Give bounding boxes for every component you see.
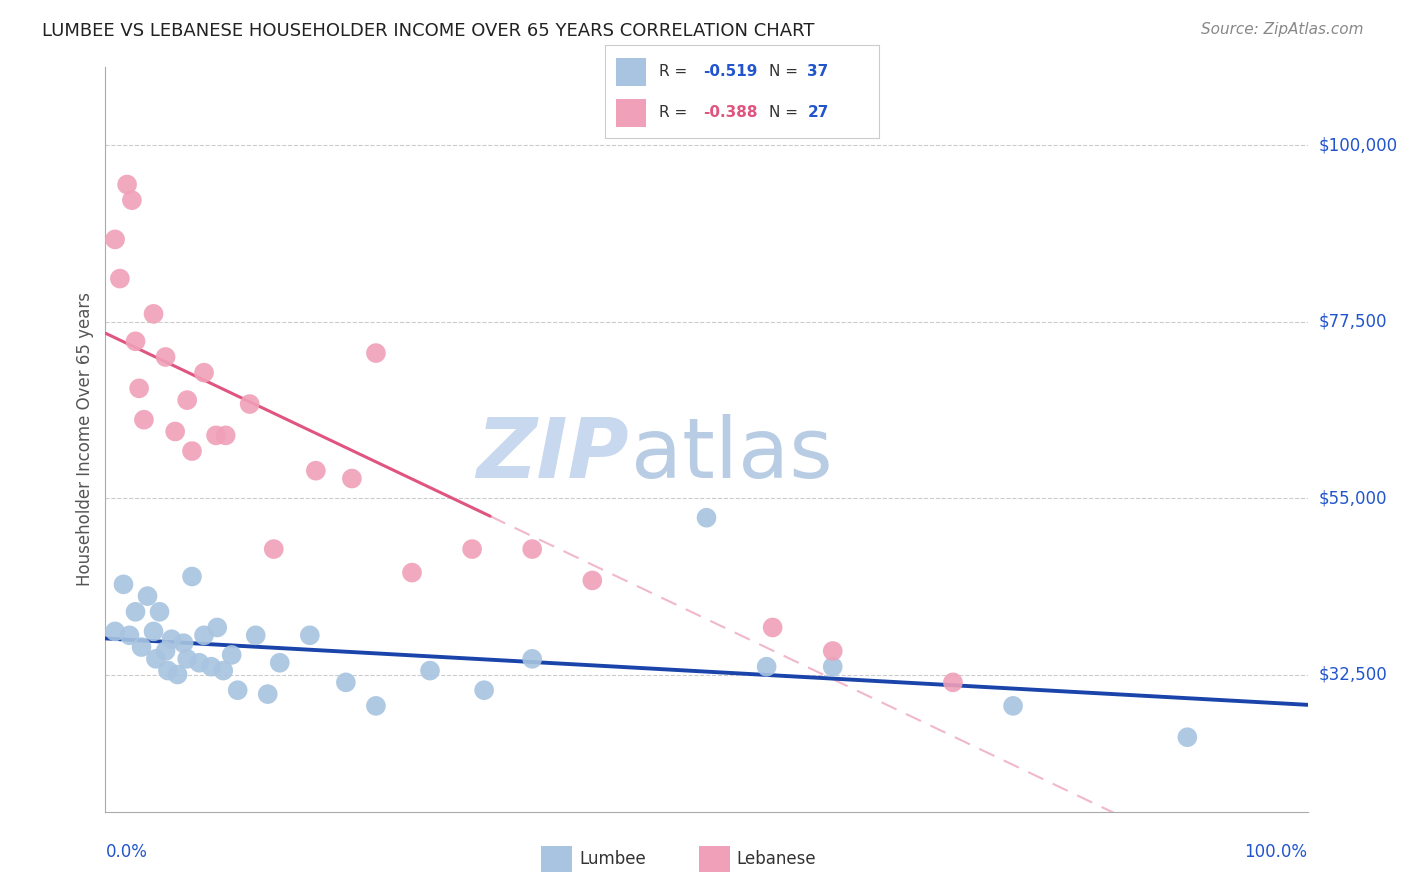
Point bbox=[181, 569, 204, 583]
Point bbox=[160, 632, 183, 647]
Point bbox=[821, 644, 844, 658]
Point bbox=[142, 624, 165, 639]
Text: $100,000: $100,000 bbox=[1319, 136, 1398, 154]
Text: $32,500: $32,500 bbox=[1319, 665, 1388, 683]
Point bbox=[239, 397, 262, 411]
Y-axis label: Householder Income Over 65 years: Householder Income Over 65 years bbox=[76, 293, 94, 586]
Point bbox=[148, 605, 170, 619]
Point bbox=[472, 683, 495, 698]
Point bbox=[581, 574, 603, 588]
Point bbox=[124, 334, 146, 349]
Point bbox=[145, 652, 167, 666]
Text: N =: N = bbox=[769, 64, 803, 79]
Text: -0.519: -0.519 bbox=[703, 64, 758, 79]
Point bbox=[298, 628, 321, 642]
Point bbox=[263, 542, 285, 557]
Point bbox=[207, 620, 229, 634]
Point bbox=[205, 428, 228, 442]
Text: $77,500: $77,500 bbox=[1319, 313, 1388, 331]
Point bbox=[212, 664, 235, 678]
Point bbox=[181, 444, 204, 458]
Point bbox=[193, 628, 215, 642]
Text: R =: R = bbox=[659, 105, 693, 120]
Text: 0.0%: 0.0% bbox=[105, 843, 148, 861]
Text: 27: 27 bbox=[807, 105, 830, 120]
Point bbox=[522, 542, 544, 557]
Point bbox=[269, 656, 291, 670]
Text: ZIP: ZIP bbox=[475, 414, 628, 495]
Point bbox=[461, 542, 484, 557]
FancyBboxPatch shape bbox=[616, 99, 645, 127]
Point bbox=[696, 510, 718, 524]
Point bbox=[173, 636, 195, 650]
Point bbox=[245, 628, 267, 642]
Point bbox=[193, 366, 215, 380]
Point bbox=[176, 393, 198, 408]
Point bbox=[340, 471, 363, 485]
Point bbox=[335, 675, 357, 690]
Point bbox=[1175, 730, 1198, 744]
Text: atlas: atlas bbox=[631, 414, 832, 495]
Text: -0.388: -0.388 bbox=[703, 105, 758, 120]
Point bbox=[132, 413, 155, 427]
Point bbox=[762, 620, 785, 634]
Text: Lebanese: Lebanese bbox=[737, 850, 817, 868]
Point bbox=[364, 346, 387, 360]
Point bbox=[755, 659, 778, 673]
Point bbox=[226, 683, 249, 698]
Text: 100.0%: 100.0% bbox=[1244, 843, 1308, 861]
Text: R =: R = bbox=[659, 64, 693, 79]
Text: LUMBEE VS LEBANESE HOUSEHOLDER INCOME OVER 65 YEARS CORRELATION CHART: LUMBEE VS LEBANESE HOUSEHOLDER INCOME OV… bbox=[42, 22, 814, 40]
Point bbox=[942, 675, 965, 690]
Text: 37: 37 bbox=[807, 64, 828, 79]
Point bbox=[419, 664, 441, 678]
Point bbox=[522, 652, 544, 666]
Point bbox=[108, 271, 131, 285]
Point bbox=[214, 428, 236, 442]
Point bbox=[142, 307, 165, 321]
Text: Lumbee: Lumbee bbox=[579, 850, 645, 868]
Point bbox=[221, 648, 243, 662]
Point bbox=[821, 659, 844, 673]
Point bbox=[131, 640, 153, 654]
Point bbox=[166, 667, 188, 681]
Point bbox=[104, 624, 127, 639]
Point bbox=[121, 193, 143, 207]
Point bbox=[364, 698, 387, 713]
Text: $55,000: $55,000 bbox=[1319, 489, 1388, 508]
Point bbox=[305, 464, 328, 478]
Point bbox=[165, 425, 187, 439]
Point bbox=[136, 589, 159, 603]
Point bbox=[256, 687, 278, 701]
Point bbox=[115, 178, 138, 192]
FancyBboxPatch shape bbox=[616, 58, 645, 86]
Point bbox=[188, 656, 211, 670]
Point bbox=[156, 664, 179, 678]
Point bbox=[124, 605, 146, 619]
Point bbox=[118, 628, 141, 642]
Point bbox=[1002, 698, 1025, 713]
Point bbox=[176, 652, 198, 666]
Point bbox=[155, 644, 177, 658]
Point bbox=[200, 659, 222, 673]
Text: N =: N = bbox=[769, 105, 803, 120]
Point bbox=[401, 566, 423, 580]
Point bbox=[112, 577, 135, 591]
Text: Source: ZipAtlas.com: Source: ZipAtlas.com bbox=[1201, 22, 1364, 37]
Point bbox=[104, 232, 127, 246]
Point bbox=[155, 350, 177, 364]
Point bbox=[128, 381, 150, 395]
